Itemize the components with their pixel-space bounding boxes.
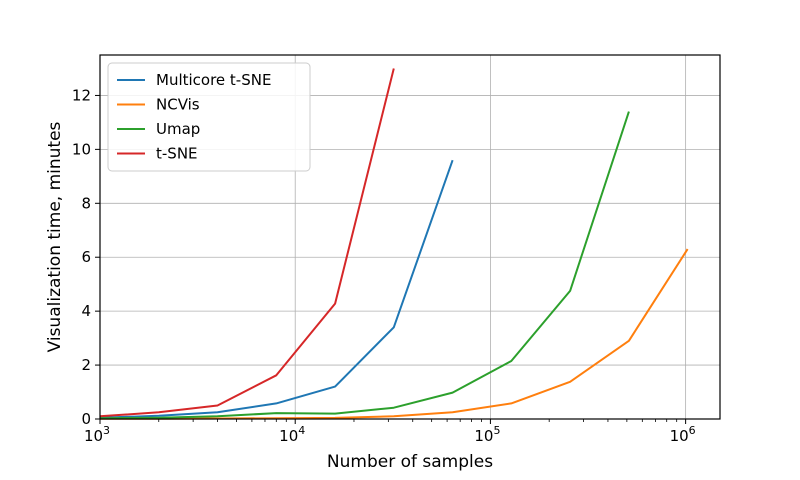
series-line-0 xyxy=(99,159,454,419)
y-tick-label: 12 xyxy=(72,86,91,104)
legend-entry-label: Umap xyxy=(156,120,200,138)
series-line-1 xyxy=(100,248,689,420)
x-tick-base: 10 xyxy=(84,427,103,445)
legend-box xyxy=(107,62,311,172)
x-tick-exponent: 3 xyxy=(103,424,110,437)
y-tick-label: 8 xyxy=(81,194,91,212)
x-tick-label: 106 xyxy=(670,424,696,445)
y-tick-label: 0 xyxy=(81,410,91,428)
x-tick-exponent: 6 xyxy=(689,424,696,437)
x-tick-base: 10 xyxy=(474,427,493,445)
legend-entry-label: NCVis xyxy=(156,96,200,114)
x-tick-exponent: 4 xyxy=(298,424,305,437)
y-tick-label: 10 xyxy=(72,140,91,158)
legend-entry-label: Multicore t-SNE xyxy=(156,71,271,89)
series-line-2 xyxy=(99,111,630,420)
x-tick-exponent: 5 xyxy=(493,424,500,437)
x-tick-label: 105 xyxy=(474,424,500,445)
x-axis-label: Number of samples xyxy=(327,452,493,472)
x-tick-base: 10 xyxy=(279,427,298,445)
legend: Multicore t-SNE NCVis Umap t-SNE xyxy=(107,62,311,172)
legend-entry-label: t-SNE xyxy=(156,145,198,163)
x-tick-label: 104 xyxy=(279,424,305,445)
x-tick-label: 103 xyxy=(84,424,110,445)
x-tick-base: 10 xyxy=(670,427,689,445)
plot-frame xyxy=(99,54,721,420)
y-tick-label: 2 xyxy=(81,356,91,374)
y-tick-label: 6 xyxy=(81,248,91,266)
y-tick-label: 4 xyxy=(81,302,91,320)
y-axis-label: Visualization time, minutes xyxy=(45,121,65,352)
series-line-3 xyxy=(99,68,395,418)
